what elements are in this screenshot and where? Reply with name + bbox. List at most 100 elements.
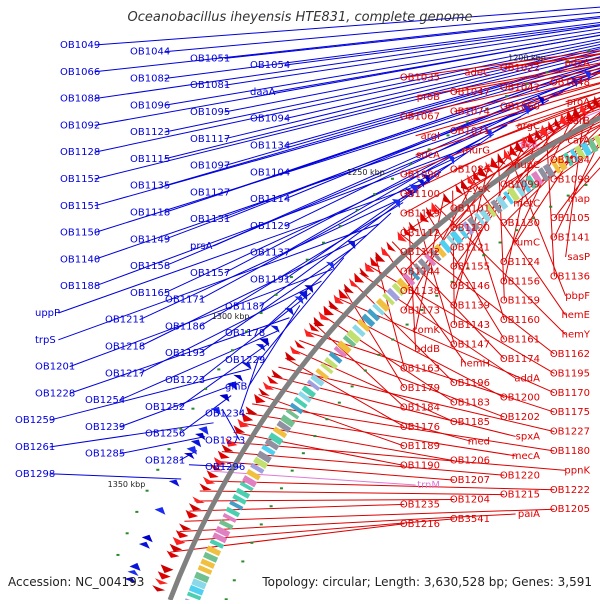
gene-label-reverse: OB1239 [85,422,125,433]
gene-label-forward: hemH [460,359,490,370]
tick-mark [338,402,341,404]
leader-line-reverse [58,182,428,313]
gene-label-forward: OB1173 [400,305,440,316]
gene-label-reverse: OB1049 [60,40,100,51]
gene-label-reverse: OB1188 [60,281,100,292]
gene-label-forward: OB1101 [450,204,490,215]
gene-label-reverse: OB1273 [205,435,245,446]
tick-mark [373,193,376,195]
gene-label-reverse: OB1261 [15,442,55,453]
gene-label-forward: sucA [416,150,440,161]
gene-label-reverse: OB1151 [60,201,100,212]
gene-label-reverse: OB1187 [225,301,265,312]
gene-label-forward: OB1141 [550,233,590,244]
gene-label-forward: OB1163 [400,364,440,375]
gene-label-forward: OB1195 [550,368,590,379]
rna-gene-label: trnL [520,140,540,151]
gene-label-forward: OB1206 [450,456,490,467]
gene-label-forward: OB1204 [450,495,490,506]
gene-label-forward: OB1227 [550,427,590,438]
forward-gene-arrow [295,340,306,349]
gene-label-forward: proA [567,97,590,108]
tick-mark [325,418,328,420]
gene-labels: OB1049OB1044OB1051OB1054OB1066OB1082OB10… [15,40,591,530]
tick-mark [351,385,354,387]
gene-label-forward: adeC [464,68,490,79]
gene-label-reverse: OB1129 [250,221,290,232]
gene-label-forward: OB1099 [500,179,540,190]
gene-label-forward: fumC [513,237,540,248]
tick-mark [306,259,309,261]
scale-label: 1350 kbp [108,480,146,489]
gene-label-reverse: OB1150 [60,228,100,239]
tick-mark [231,349,234,351]
gene-label-forward: OB1161 [500,334,540,345]
tick-mark [291,470,294,472]
tick-mark [505,95,508,97]
scale-label: 1200 kbp [508,54,546,63]
gene-label-forward: OB1090 [400,170,440,181]
gene-label-forward: nupC [514,160,540,171]
tick-mark [546,71,549,73]
gene-label-forward: OB1048 [550,77,590,88]
reverse-gene-arrow [142,535,153,543]
gene-label-reverse: OB1118 [130,208,170,219]
gene-label-forward: hemY [562,330,591,341]
gene-label-forward: murG [462,145,490,156]
tick-mark [290,276,293,278]
gene-label-forward: OB1119 [400,208,440,219]
gene-label-forward: OB1060 [500,102,540,113]
gene-label-forward: OB1084 [550,155,590,166]
gene-label-reverse: OB1054 [250,60,290,71]
gene-label-reverse: OB1252 [145,402,185,413]
gene-label-forward: OB1105 [550,213,590,224]
leader-line-reverse [200,246,356,353]
gene-label-forward: OB1136 [550,271,590,282]
gene-label-reverse: uppP [35,308,60,319]
gene-label-forward: OB1215 [500,490,540,501]
gene-label-reverse: OB1131 [190,214,230,225]
leader-line-reverse [260,258,344,360]
tick-mark [250,542,253,544]
reverse-gene-arrow [447,155,454,165]
map-title: Oceanobacillus iheyensis HTE831, complet… [0,10,600,25]
tick-mark [241,560,244,562]
gene-label-reverse: OB1201 [35,362,75,373]
gene-label-reverse: OB1096 [130,100,170,111]
forward-gene-arrow [155,578,168,584]
tick-mark [146,490,149,492]
gene-label-forward: OB1179 [400,383,440,394]
gene-label-reverse: OB1193 [165,348,205,359]
gene-label-forward: argC [517,121,540,132]
leader-line-forward [189,504,404,511]
gene-label-forward: sasP [567,252,590,263]
scale-label: 1250 kbp [347,168,385,177]
gene-label-forward: carB [567,116,590,127]
gene-label-forward: pdxA [565,58,591,69]
tick-mark [482,254,485,256]
gene-label-reverse: OB1186 [165,321,205,332]
forward-gene-arrow [189,503,201,510]
tick-mark [406,324,409,326]
gene-label-forward: OB1222 [550,485,590,496]
genome-summary-text: Topology: circular; Length: 3,630,528 bp… [262,575,592,589]
gene-label-forward: OB1162 [550,349,590,360]
gene-label-reverse: OB1044 [130,47,170,58]
gene-label-forward: OB1174 [500,354,540,365]
gene-label-forward: OB1138 [400,286,440,297]
gene-label-forward: OB1207 [450,475,490,486]
gene-label-forward: OB1086 [450,165,490,176]
gene-label-reverse: OB1229 [225,355,265,366]
tick-mark [280,487,283,489]
leader-line-reverse [50,474,182,479]
gene-label-reverse: OB1171 [165,295,205,306]
gene-label-reverse: OB1178 [225,328,265,339]
gene-label-reverse: OB1234 [205,409,245,420]
tick-mark [156,469,159,471]
forward-gene-arrow [158,571,171,579]
tick-mark [377,354,380,356]
gene-label-forward: OB1130 [500,218,540,229]
gene-label-reverse: OB1115 [130,154,170,165]
gene-label-forward: OB1147 [450,339,490,350]
gene-label-reverse: OB1088 [60,94,100,105]
